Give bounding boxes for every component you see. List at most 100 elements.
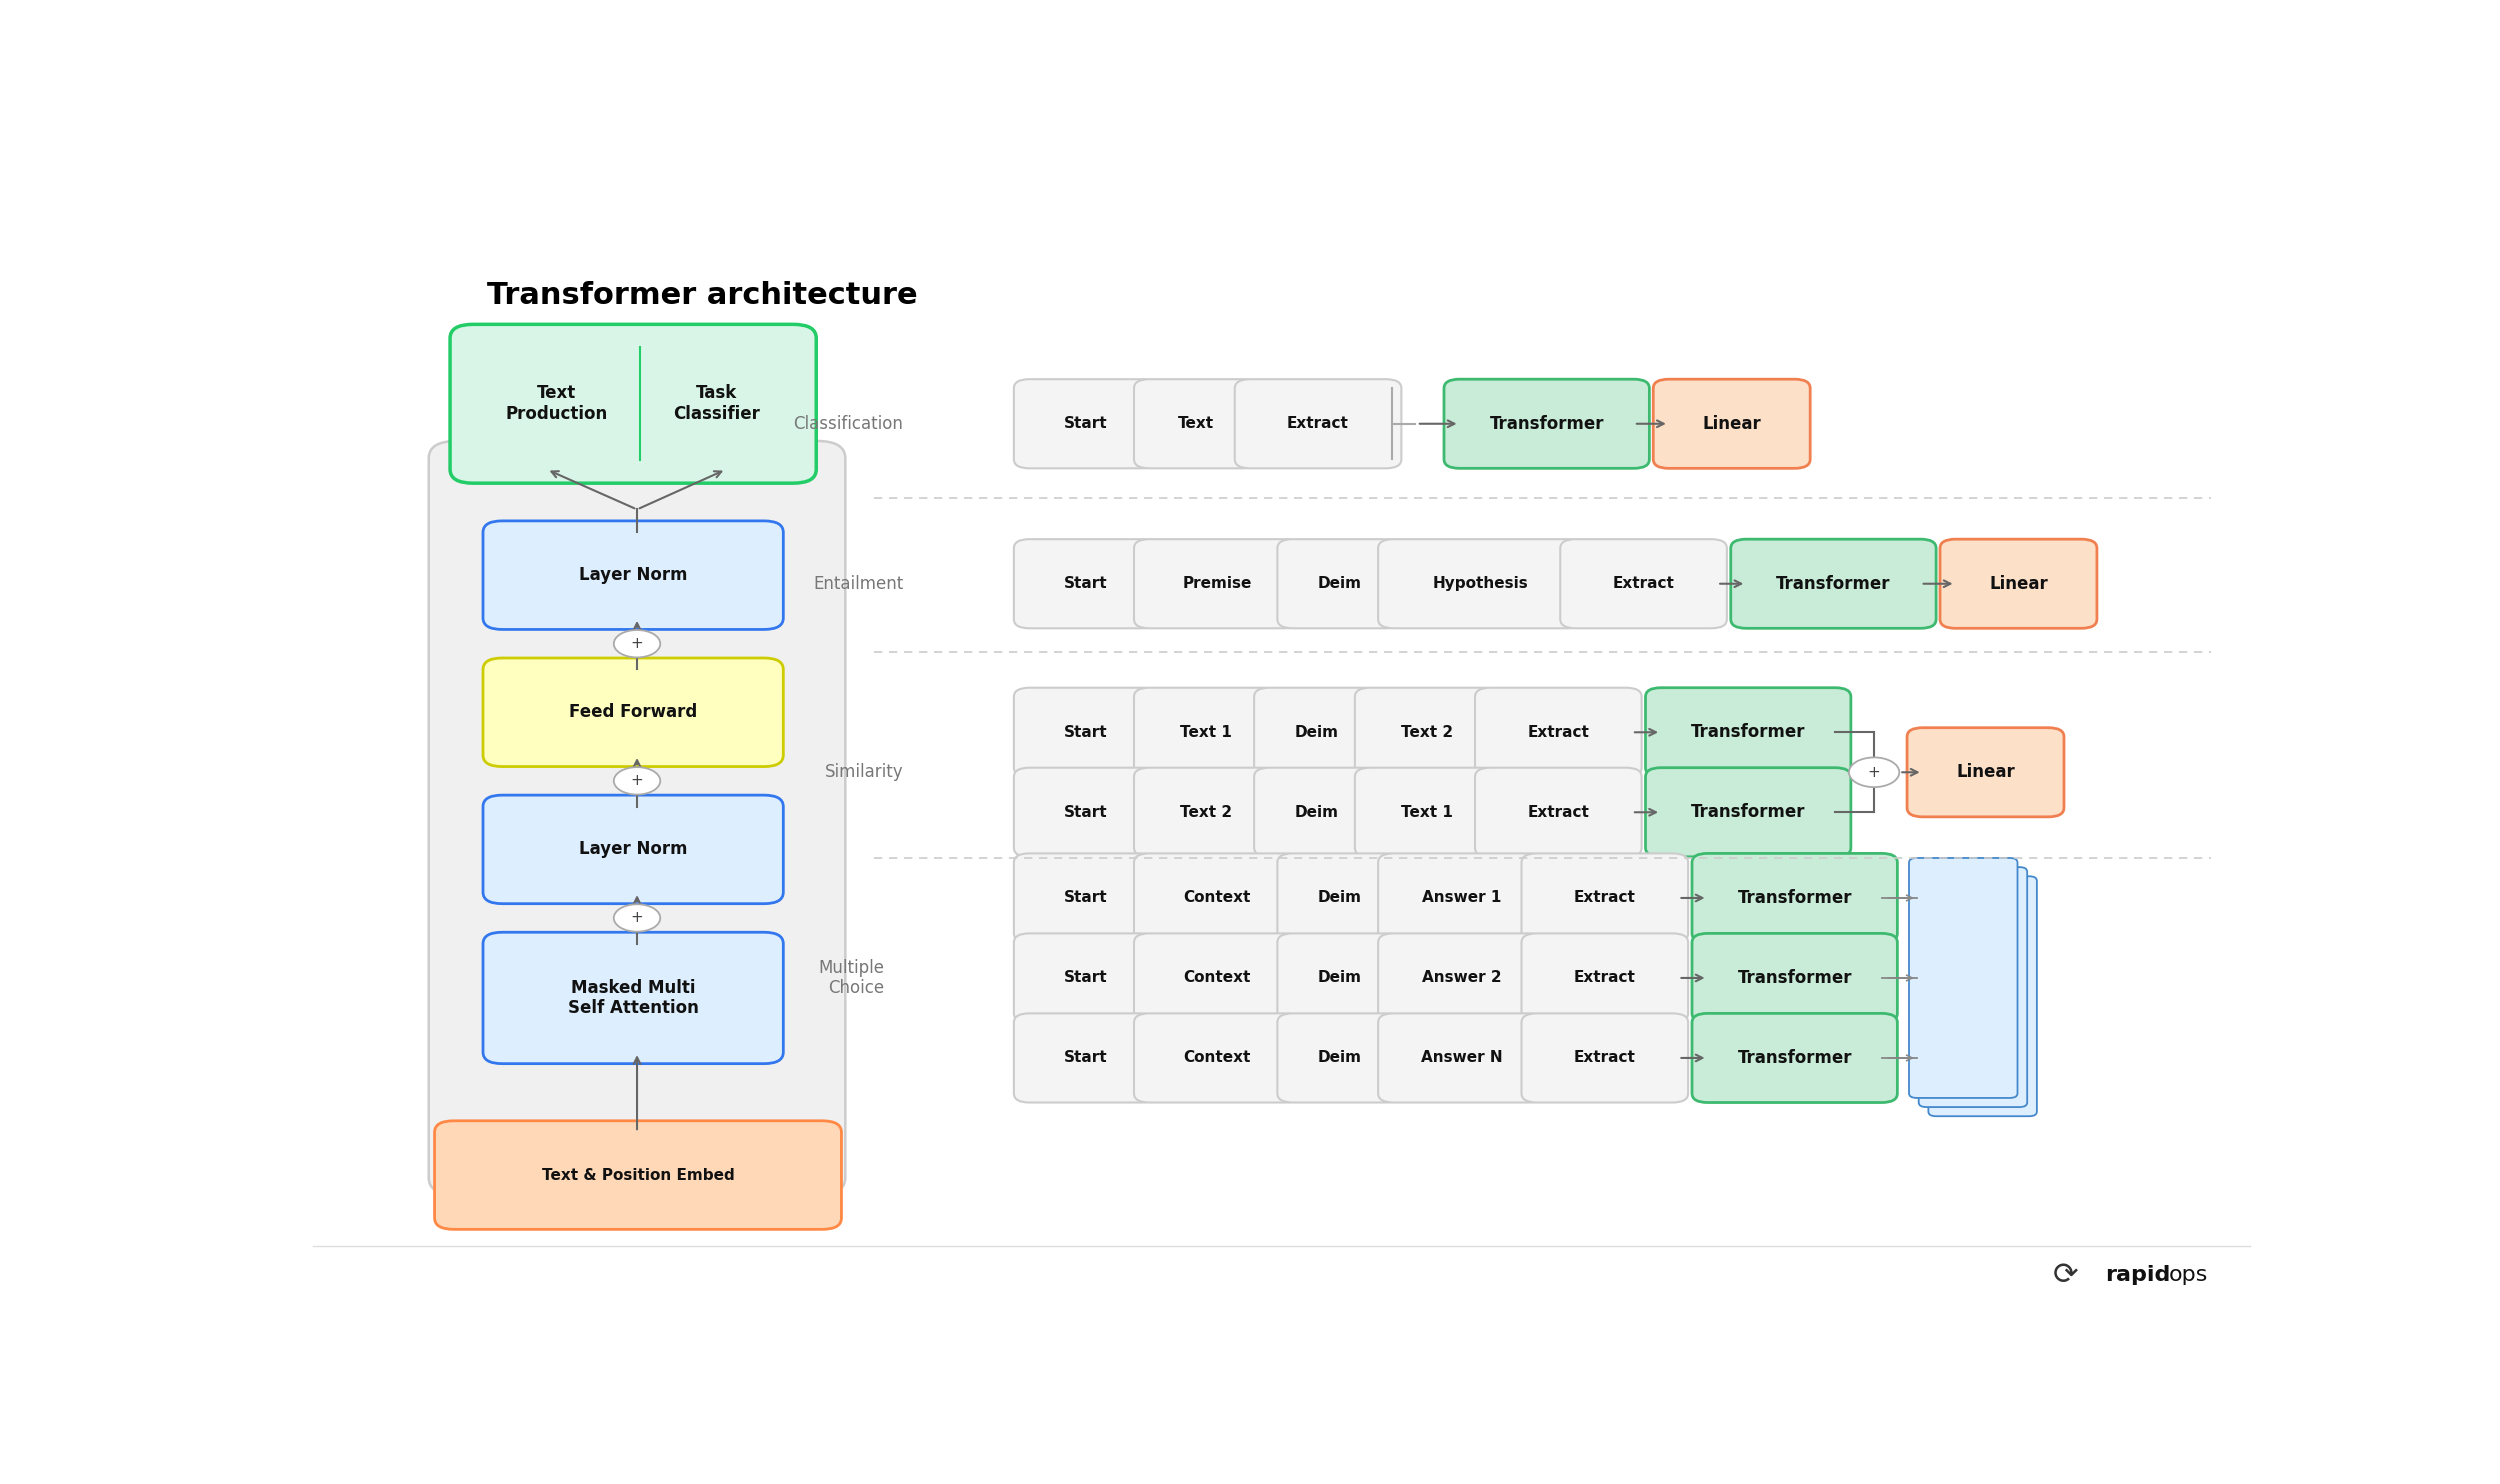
Text: Premise: Premise (1182, 576, 1252, 591)
Text: Transformer: Transformer (1775, 574, 1890, 592)
Text: ⟳: ⟳ (2052, 1260, 2078, 1290)
Text: Classification: Classification (792, 414, 902, 433)
Text: Extract: Extract (1575, 890, 1635, 905)
FancyBboxPatch shape (1278, 1014, 1402, 1103)
FancyBboxPatch shape (1522, 933, 1688, 1022)
FancyBboxPatch shape (430, 441, 845, 1195)
Text: Entailment: Entailment (812, 574, 902, 592)
FancyBboxPatch shape (1445, 380, 1650, 469)
Text: Context: Context (1182, 890, 1250, 905)
FancyBboxPatch shape (450, 325, 815, 484)
FancyBboxPatch shape (1910, 858, 2018, 1098)
FancyBboxPatch shape (1278, 853, 1402, 942)
FancyBboxPatch shape (1693, 1014, 1898, 1103)
FancyBboxPatch shape (1940, 539, 2098, 628)
FancyBboxPatch shape (1135, 933, 1300, 1022)
Text: Masked Multi
Self Attention: Masked Multi Self Attention (568, 978, 698, 1018)
Text: Context: Context (1182, 971, 1250, 985)
Text: Deim: Deim (1318, 890, 1362, 905)
FancyBboxPatch shape (1378, 539, 1582, 628)
Text: Deim: Deim (1318, 576, 1362, 591)
Text: Start: Start (1065, 971, 1108, 985)
FancyBboxPatch shape (435, 1120, 842, 1229)
FancyBboxPatch shape (1135, 687, 1278, 776)
Text: Start: Start (1065, 890, 1108, 905)
Text: Start: Start (1065, 416, 1108, 432)
Text: Transformer: Transformer (1690, 723, 1805, 742)
Text: Extract: Extract (1575, 1051, 1635, 1066)
Text: Extract: Extract (1612, 576, 1675, 591)
Text: Text 1: Text 1 (1180, 724, 1232, 741)
FancyBboxPatch shape (1693, 853, 1898, 942)
Text: ops: ops (2168, 1264, 2208, 1285)
Text: Transformer: Transformer (1737, 889, 1852, 907)
FancyBboxPatch shape (1475, 687, 1643, 776)
Text: Hypothesis: Hypothesis (1432, 576, 1527, 591)
Text: rapid: rapid (2105, 1264, 2170, 1285)
Text: Deim: Deim (1318, 1051, 1362, 1066)
Text: Task
Classifier: Task Classifier (672, 384, 760, 423)
Text: Deim: Deim (1295, 804, 1338, 819)
Text: Start: Start (1065, 724, 1108, 741)
Text: Deim: Deim (1295, 724, 1338, 741)
Text: Extract: Extract (1528, 804, 1590, 819)
Text: Linear: Linear (1703, 414, 1760, 433)
Text: Answer N: Answer N (1420, 1051, 1502, 1066)
Text: +: + (1868, 764, 1880, 779)
FancyBboxPatch shape (482, 932, 782, 1064)
FancyBboxPatch shape (1928, 876, 2037, 1116)
FancyBboxPatch shape (1378, 853, 1545, 942)
FancyBboxPatch shape (1015, 767, 1158, 856)
Text: Text 2: Text 2 (1400, 724, 1452, 741)
FancyBboxPatch shape (1355, 767, 1497, 856)
Text: Text & Position Embed: Text & Position Embed (542, 1168, 735, 1183)
FancyBboxPatch shape (1135, 1014, 1300, 1103)
Circle shape (615, 904, 660, 932)
Text: Feed Forward: Feed Forward (570, 703, 698, 721)
FancyBboxPatch shape (1235, 380, 1403, 469)
Text: Transformer: Transformer (1490, 414, 1605, 433)
Text: +: + (630, 773, 642, 788)
FancyBboxPatch shape (1522, 1014, 1688, 1103)
FancyBboxPatch shape (1015, 933, 1158, 1022)
FancyBboxPatch shape (482, 795, 782, 904)
Text: Context: Context (1182, 1051, 1250, 1066)
FancyBboxPatch shape (1135, 767, 1278, 856)
Text: Extract: Extract (1528, 724, 1590, 741)
FancyBboxPatch shape (1015, 1014, 1158, 1103)
Text: Text 2: Text 2 (1180, 804, 1232, 819)
Text: Transformer: Transformer (1690, 803, 1805, 821)
FancyBboxPatch shape (1652, 380, 1810, 469)
Text: Multiple
Choice: Multiple Choice (818, 959, 885, 997)
Circle shape (615, 631, 660, 657)
Text: Transformer: Transformer (1737, 1049, 1852, 1067)
Text: Layer Norm: Layer Norm (580, 840, 688, 858)
FancyBboxPatch shape (1693, 933, 1898, 1022)
FancyBboxPatch shape (1135, 853, 1300, 942)
Text: Text: Text (1178, 416, 1215, 432)
FancyBboxPatch shape (1918, 867, 2028, 1107)
FancyBboxPatch shape (482, 521, 782, 629)
Text: Start: Start (1065, 1051, 1108, 1066)
Text: Answer 1: Answer 1 (1422, 890, 1500, 905)
FancyBboxPatch shape (1255, 767, 1378, 856)
Text: Start: Start (1065, 576, 1108, 591)
Text: Linear: Linear (1955, 763, 2015, 781)
FancyBboxPatch shape (1015, 539, 1158, 628)
Text: Start: Start (1065, 804, 1108, 819)
Text: Extract: Extract (1575, 971, 1635, 985)
FancyBboxPatch shape (482, 657, 782, 767)
FancyBboxPatch shape (1135, 380, 1258, 469)
Text: Linear: Linear (1990, 574, 2047, 592)
FancyBboxPatch shape (1015, 853, 1158, 942)
Text: +: + (630, 911, 642, 926)
FancyBboxPatch shape (1645, 767, 1850, 856)
FancyBboxPatch shape (1135, 539, 1300, 628)
FancyBboxPatch shape (1730, 539, 1935, 628)
Circle shape (1850, 757, 1900, 787)
Text: Extract: Extract (1288, 416, 1350, 432)
Text: +: + (630, 637, 642, 651)
FancyBboxPatch shape (1378, 1014, 1545, 1103)
FancyBboxPatch shape (1645, 687, 1850, 776)
Text: Deim: Deim (1318, 971, 1362, 985)
